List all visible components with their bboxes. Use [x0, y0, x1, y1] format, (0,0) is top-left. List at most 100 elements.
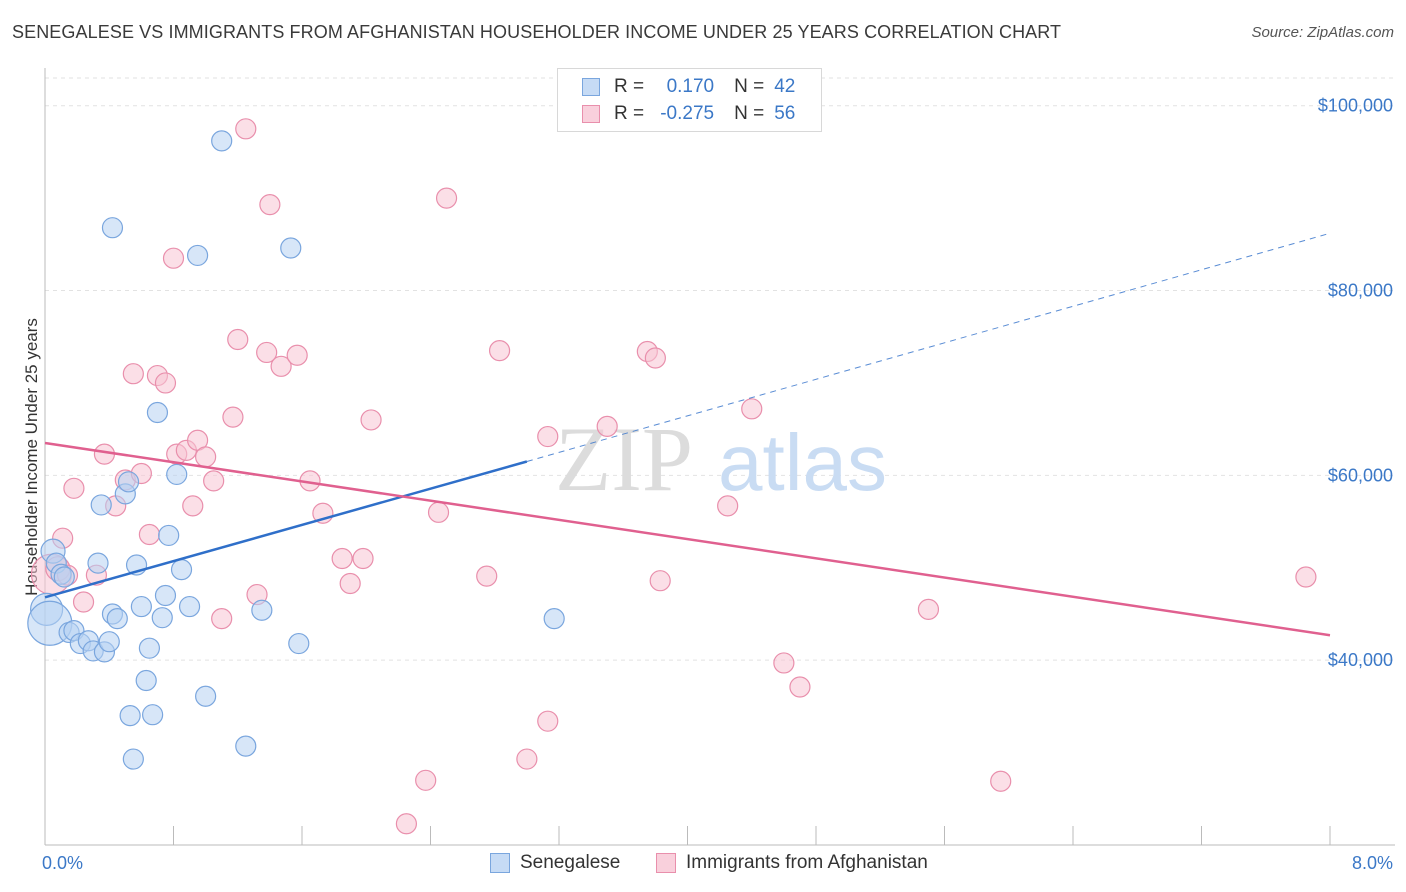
- point-senegalese: [170, 559, 193, 581]
- legend-item-afghan[interactable]: Immigrants from Afghanistan: [656, 852, 928, 874]
- point-afghan: [537, 425, 559, 448]
- afghan-points: [30, 118, 1317, 835]
- watermark: ZIP atlas: [555, 408, 887, 510]
- point-afghan: [211, 607, 233, 630]
- point-afghan: [339, 572, 361, 595]
- point-afghan: [717, 495, 739, 517]
- point-afghan: [789, 676, 811, 698]
- point-afghan: [1295, 566, 1317, 588]
- x-tick-label: 0.0%: [42, 853, 83, 873]
- legend-n-label: N =: [734, 76, 765, 97]
- point-afghan: [476, 565, 498, 587]
- point-senegalese: [135, 669, 157, 692]
- trend-line-afghan: [44, 441, 1331, 637]
- point-afghan: [427, 501, 450, 523]
- point-senegalese: [90, 494, 112, 516]
- point-senegalese: [158, 524, 180, 547]
- trend-line-senegalese-extension: [526, 232, 1331, 462]
- point-senegalese: [119, 705, 141, 727]
- x-tick-labels: 0.0% 8.0%: [42, 853, 1393, 873]
- legend-r-value: 0.170: [666, 76, 715, 97]
- legend-label-senegalese: Senegalese: [520, 852, 621, 873]
- y-tick-labels: $40,000 $60,000 $80,000 $100,000: [1318, 96, 1393, 670]
- point-senegalese: [146, 401, 169, 424]
- y-tick-label: $40,000: [1328, 650, 1393, 670]
- point-senegalese: [195, 685, 217, 707]
- point-afghan: [435, 187, 458, 209]
- point-afghan: [488, 340, 511, 362]
- y-tick-label: $80,000: [1328, 281, 1393, 301]
- point-senegalese: [142, 704, 164, 726]
- point-afghan: [917, 598, 940, 620]
- point-senegalese: [98, 631, 120, 653]
- trend-line-senegalese: [44, 460, 528, 599]
- point-senegalese: [211, 130, 233, 152]
- point-senegalese: [138, 637, 161, 659]
- point-afghan: [256, 341, 278, 364]
- point-senegalese: [178, 595, 201, 618]
- point-senegalese: [235, 735, 257, 757]
- watermark-atlas: atlas: [718, 418, 887, 507]
- series-legend: Senegalese Immigrants from Afghanistan: [0, 852, 1406, 878]
- legend-n-value: 42: [774, 76, 796, 97]
- axes: [44, 68, 1395, 846]
- point-afghan: [286, 344, 308, 366]
- point-senegalese: [101, 217, 124, 239]
- point-afghan: [222, 406, 244, 428]
- point-afghan: [352, 547, 374, 570]
- point-afghan: [331, 547, 353, 570]
- point-afghan: [395, 813, 418, 835]
- gridlines: [45, 77, 1395, 661]
- point-afghan: [235, 118, 257, 140]
- legend-n-value: 56: [774, 103, 796, 124]
- legend-swatch-afghan: [582, 105, 600, 123]
- legend-label-afghan: Immigrants from Afghanistan: [686, 852, 928, 873]
- y-tick-label: $60,000: [1328, 465, 1393, 485]
- legend-swatch-afghan: [656, 853, 676, 873]
- point-senegalese: [122, 748, 144, 770]
- point-afghan: [122, 363, 144, 385]
- point-senegalese: [280, 237, 302, 259]
- point-afghan: [203, 470, 225, 492]
- y-tick-label: $100,000: [1318, 96, 1393, 116]
- point-senegalese: [130, 595, 152, 618]
- point-afghan: [270, 355, 292, 377]
- legend-item-senegalese[interactable]: Senegalese: [490, 852, 620, 874]
- point-afghan: [516, 748, 538, 770]
- point-senegalese: [251, 599, 273, 621]
- senegalese-points: [27, 130, 565, 770]
- point-senegalese: [53, 566, 75, 588]
- point-afghan: [360, 409, 382, 431]
- point-senegalese: [186, 244, 209, 267]
- point-afghan: [63, 477, 85, 499]
- point-afghan: [72, 591, 95, 613]
- chart-source: Source: ZipAtlas.com: [1251, 24, 1394, 41]
- point-afghan: [649, 570, 671, 592]
- legend-r-value: -0.275: [660, 103, 715, 124]
- point-afghan: [162, 247, 185, 269]
- trend-lines: [44, 232, 1331, 637]
- legend-r-label: R =: [614, 103, 645, 124]
- chart-title: SENEGALESE VS IMMIGRANTS FROM AFGHANISTA…: [12, 22, 1062, 42]
- x-tick-label: 8.0%: [1352, 853, 1393, 873]
- point-afghan: [741, 398, 763, 420]
- point-senegalese: [106, 607, 128, 630]
- point-senegalese: [166, 463, 188, 486]
- watermark-zip: ZIP: [555, 408, 693, 510]
- point-senegalese: [151, 607, 173, 629]
- legend-row-afghan: R = -0.275 N = 56: [582, 102, 795, 126]
- y-axis-label: Householder Income Under 25 years: [22, 318, 41, 596]
- legend-n-label: N =: [734, 103, 765, 124]
- legend-swatch-senegalese: [582, 78, 600, 96]
- point-senegalese: [117, 471, 140, 493]
- point-afghan: [773, 652, 795, 674]
- point-afghan: [154, 372, 177, 394]
- legend-row-senegalese: R = 0.170 N = 42: [582, 75, 795, 99]
- point-afghan: [596, 415, 618, 437]
- point-afghan: [195, 446, 217, 468]
- point-afghan: [644, 347, 666, 369]
- point-afghan: [415, 769, 437, 791]
- point-afghan: [990, 770, 1012, 792]
- legend-swatch-senegalese: [490, 853, 510, 873]
